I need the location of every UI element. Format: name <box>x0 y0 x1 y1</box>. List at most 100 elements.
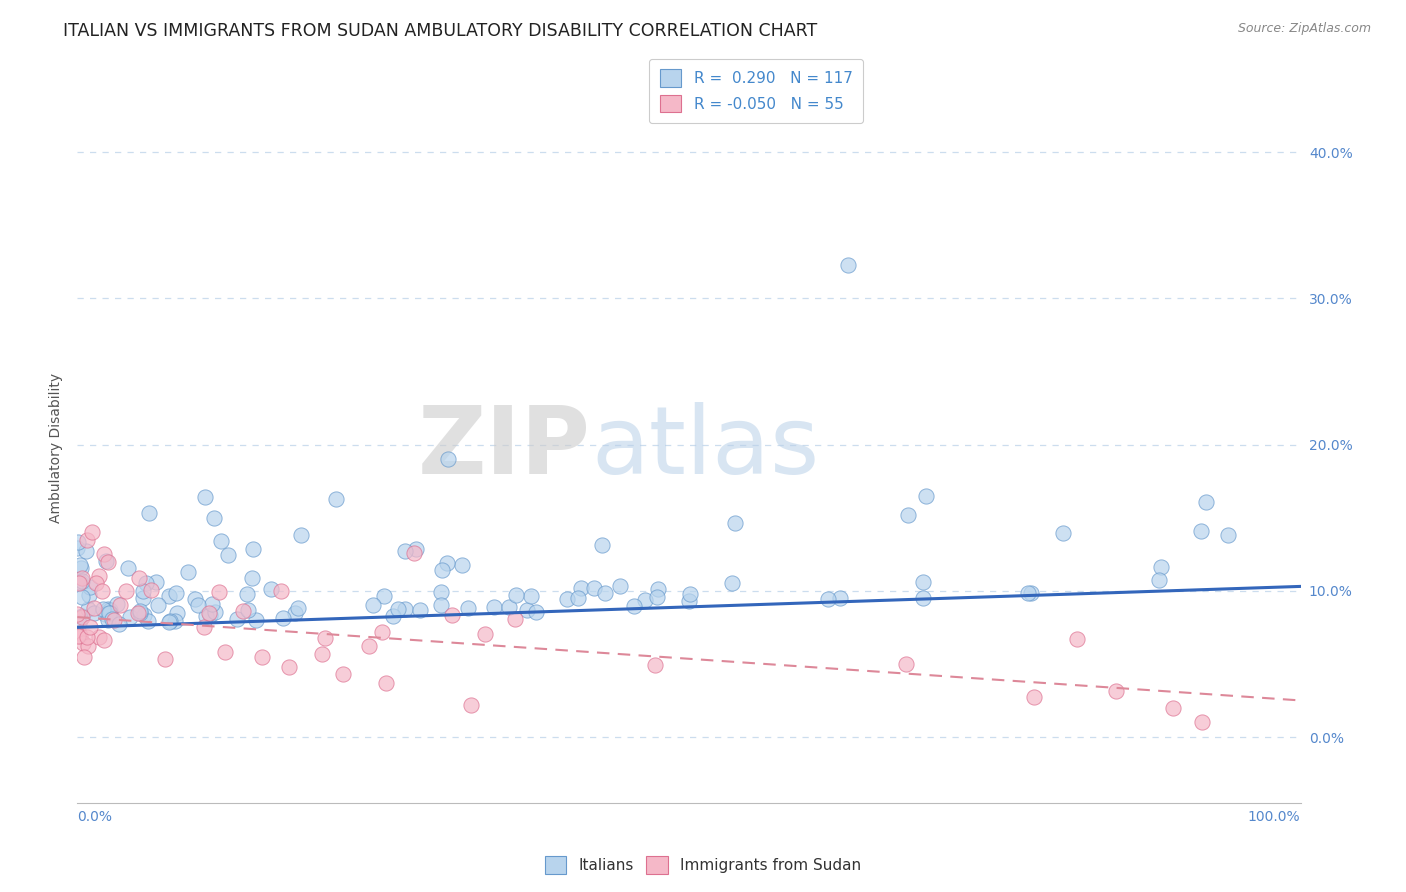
Point <box>1066 632 1088 646</box>
Point <box>679 587 702 601</box>
Point <box>98 603 121 617</box>
Point <box>236 587 259 601</box>
Point <box>107 616 129 631</box>
Point <box>75 544 97 558</box>
Point <box>70 574 93 588</box>
Point <box>93 547 115 561</box>
Point <box>72 635 94 649</box>
Point <box>429 585 451 599</box>
Point <box>136 614 159 628</box>
Point <box>830 591 852 605</box>
Point <box>83 601 105 615</box>
Point <box>1161 701 1184 715</box>
Point <box>1052 526 1074 541</box>
Point <box>103 613 125 627</box>
Point <box>457 601 479 615</box>
Point <box>193 490 215 504</box>
Point <box>66 629 89 643</box>
Point <box>284 607 307 621</box>
Point <box>1195 494 1218 508</box>
Point <box>69 574 91 589</box>
Point <box>148 598 170 612</box>
Point <box>430 598 453 612</box>
Point <box>402 546 425 560</box>
Point <box>200 597 222 611</box>
Point <box>1218 528 1240 542</box>
Point <box>70 561 93 575</box>
Point <box>76 533 98 547</box>
Point <box>432 563 454 577</box>
Point <box>374 676 396 690</box>
Point <box>1105 683 1128 698</box>
Text: ITALIAN VS IMMIGRANTS FROM SUDAN AMBULATORY DISABILITY CORRELATION CHART: ITALIAN VS IMMIGRANTS FROM SUDAN AMBULAT… <box>63 22 817 40</box>
Point <box>177 566 200 580</box>
Point <box>644 658 666 673</box>
Point <box>184 591 207 606</box>
Point <box>250 650 273 665</box>
Text: 100.0%: 100.0% <box>1249 810 1301 824</box>
Point <box>409 603 432 617</box>
Point <box>361 598 384 612</box>
Point <box>287 601 309 615</box>
Point <box>271 611 294 625</box>
Point <box>634 593 657 607</box>
Point <box>314 632 336 646</box>
Point <box>311 647 333 661</box>
Point <box>1149 573 1171 587</box>
Point <box>128 606 150 620</box>
Point <box>897 508 920 522</box>
Point <box>84 576 107 591</box>
Point <box>157 589 180 603</box>
Point <box>437 452 460 467</box>
Point <box>1191 715 1213 730</box>
Point <box>67 576 90 591</box>
Point <box>93 633 115 648</box>
Point <box>214 645 236 659</box>
Point <box>382 609 405 624</box>
Point <box>914 489 936 503</box>
Point <box>645 590 668 604</box>
Point <box>1189 524 1212 538</box>
Point <box>66 607 89 622</box>
Point <box>474 627 496 641</box>
Point <box>623 599 645 613</box>
Point <box>89 630 111 644</box>
Point <box>79 580 101 594</box>
Point <box>163 614 186 628</box>
Point <box>83 606 105 620</box>
Point <box>325 491 347 506</box>
Point <box>97 555 120 569</box>
Text: 0.0%: 0.0% <box>77 810 112 824</box>
Point <box>245 613 267 627</box>
Point <box>721 576 744 591</box>
Point <box>198 606 221 620</box>
Point <box>80 525 103 540</box>
Point <box>70 590 93 604</box>
Point <box>138 507 160 521</box>
Point <box>93 607 115 621</box>
Point <box>135 575 157 590</box>
Point <box>69 558 91 573</box>
Point <box>139 583 162 598</box>
Point <box>108 599 131 613</box>
Point <box>894 657 917 672</box>
Point <box>647 582 669 596</box>
Point <box>101 612 124 626</box>
Point <box>76 602 98 616</box>
Point <box>77 588 100 602</box>
Point <box>242 542 264 557</box>
Point <box>332 666 354 681</box>
Point <box>436 556 458 570</box>
Point <box>128 571 150 585</box>
Point <box>441 607 464 622</box>
Point <box>837 258 859 272</box>
Point <box>132 607 155 622</box>
Point <box>97 613 120 627</box>
Point <box>67 615 90 630</box>
Point <box>911 591 934 605</box>
Point <box>89 569 111 583</box>
Point <box>1022 690 1045 704</box>
Point <box>117 561 139 575</box>
Point <box>1017 585 1039 599</box>
Point <box>118 610 141 624</box>
